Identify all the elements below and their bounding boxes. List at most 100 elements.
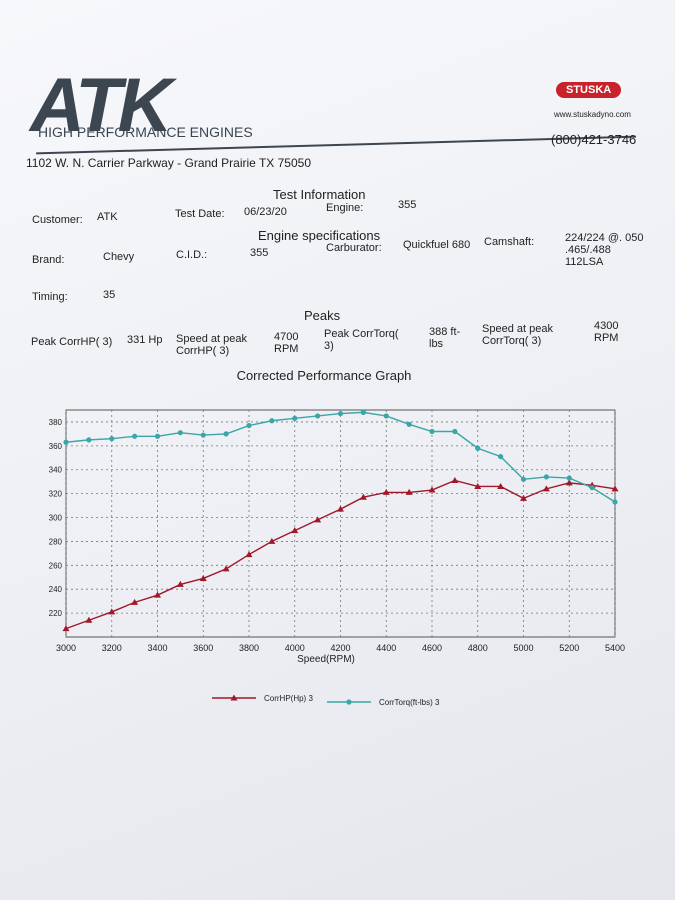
data-point	[63, 439, 69, 445]
label: Speed at peak CorrTorq( 3)	[482, 323, 553, 347]
section-title: Engine specifications	[258, 228, 381, 243]
data-point	[154, 433, 161, 439]
data-point	[177, 430, 183, 436]
chart: Corrected Performance Graph Speed(RPM) 2…	[49, 368, 625, 707]
label: C.I.D.:	[176, 249, 208, 261]
label: Peak CorrTorq( 3)	[324, 328, 399, 352]
data-point	[62, 625, 70, 632]
data-point	[452, 428, 458, 435]
value: 4300 RPM	[594, 320, 619, 344]
data-point	[589, 485, 595, 491]
x-tick-label: 4000	[285, 643, 305, 653]
data-point	[474, 482, 482, 489]
data-point	[405, 488, 413, 495]
logo: ATK	[30, 63, 173, 148]
data-point	[565, 479, 573, 486]
label: Speed at peak CorrHP( 3)	[176, 333, 247, 357]
value: 355	[250, 247, 269, 259]
data-point	[246, 422, 252, 429]
data-point	[314, 516, 322, 523]
data-point	[382, 488, 390, 495]
legend-marker	[230, 694, 238, 701]
label: Carburator:	[326, 242, 382, 254]
data-point	[268, 537, 276, 544]
data-point	[566, 475, 572, 481]
section-title: Peaks	[304, 308, 341, 323]
x-tick-label: 3600	[193, 643, 213, 653]
data-point	[132, 433, 138, 439]
legend-label: CorrTorq(ft-lbs) 3	[379, 698, 440, 707]
y-tick-label: 220	[49, 609, 63, 618]
data-point	[337, 410, 344, 417]
data-point	[429, 428, 435, 435]
data-point	[269, 418, 275, 424]
y-tick-label: 240	[49, 585, 63, 594]
value: 355	[398, 199, 417, 211]
label: Engine:	[326, 202, 364, 214]
label: Test Date:	[175, 208, 225, 220]
x-tick-label: 4200	[330, 643, 350, 653]
data-point	[451, 476, 459, 483]
y-tick-label: 280	[49, 537, 63, 546]
tagline: HIGH PERFORMANCE ENGINES	[38, 124, 253, 140]
value: ATK	[97, 211, 118, 223]
data-point	[359, 493, 367, 500]
y-tick-label: 360	[49, 442, 63, 451]
x-tick-label: 3000	[56, 643, 76, 653]
label: Brand:	[32, 254, 65, 266]
label: Customer:	[32, 214, 83, 226]
phone: (800)421-3746	[551, 132, 637, 147]
value: Chevy	[103, 251, 135, 263]
data-point	[315, 413, 321, 419]
value: 35	[103, 289, 116, 301]
data-point	[543, 474, 549, 480]
label: Timing:	[32, 291, 68, 303]
data-point	[200, 432, 206, 438]
badge: STUSKA	[556, 82, 622, 98]
data-point	[360, 409, 366, 415]
data-point	[109, 436, 115, 442]
value: 388 ft-lbs	[429, 326, 461, 350]
data-point	[497, 482, 505, 489]
label: Camshaft:	[484, 236, 535, 248]
data-point	[85, 616, 93, 623]
value: Quickfuel 680	[403, 239, 471, 251]
chart-title: Corrected Performance Graph	[237, 368, 412, 383]
label: Peak CorrHP( 3)	[31, 336, 113, 348]
data-point	[612, 499, 618, 505]
legend-label: CorrHP(Hp) 3	[264, 694, 313, 703]
data-point	[475, 445, 481, 451]
x-axis-label: Speed(RPM)	[297, 654, 355, 665]
data-point	[154, 591, 161, 598]
website: www.stuskadyno.com	[554, 110, 631, 119]
value: 224/224 @. 050 .465/.488 112LSA	[565, 232, 644, 268]
data-point	[406, 421, 412, 427]
value: 4700 RPM	[274, 331, 299, 355]
data-point	[176, 580, 184, 587]
x-tick-label: 3400	[147, 643, 167, 653]
data-point	[337, 505, 344, 512]
y-tick-label: 260	[49, 561, 63, 570]
data-point	[108, 608, 116, 615]
value: 06/23/20	[244, 206, 287, 218]
data-point	[520, 494, 527, 501]
plot-frame	[65, 409, 616, 638]
x-tick-label: 3200	[102, 643, 122, 653]
data-point	[131, 598, 139, 605]
y-tick-label: 320	[49, 490, 63, 499]
value: 331 Hp	[127, 334, 163, 346]
data-point	[222, 565, 230, 572]
x-tick-label: 5200	[559, 643, 579, 653]
legend-marker	[346, 699, 352, 705]
x-tick-label: 3800	[239, 643, 259, 653]
data-point	[542, 485, 550, 492]
x-tick-label: 4800	[468, 643, 488, 653]
y-tick-label: 380	[49, 418, 63, 427]
y-tick-label: 340	[49, 466, 63, 475]
data-point	[245, 551, 253, 558]
data-point	[291, 527, 299, 534]
address: 1102 W. N. Carrier Parkway - Grand Prair…	[26, 156, 311, 170]
data-point	[520, 476, 527, 482]
data-point	[86, 437, 92, 443]
